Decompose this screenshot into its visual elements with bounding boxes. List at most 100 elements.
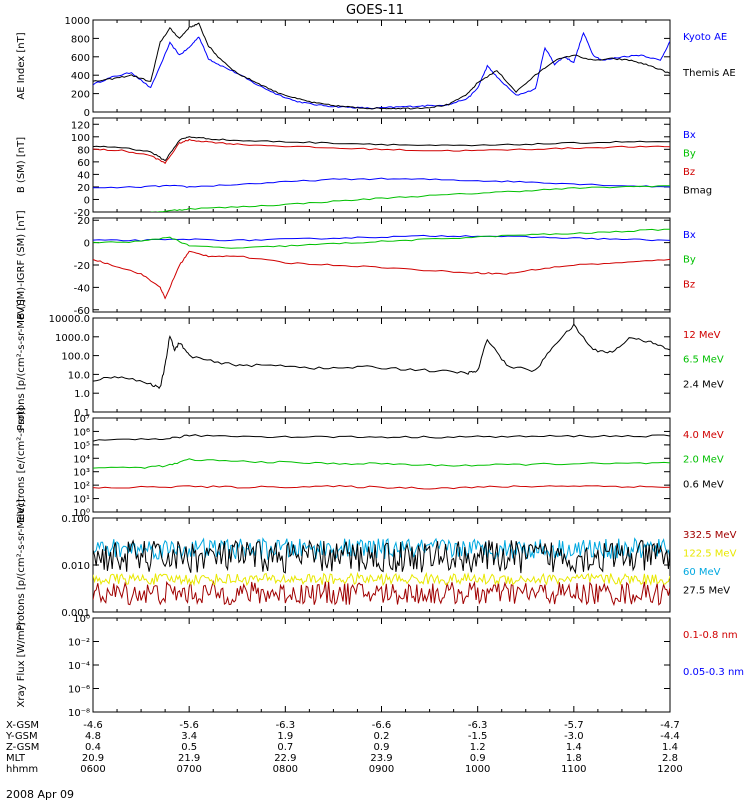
panel-frame bbox=[92, 517, 671, 613]
y-tick-label: 0.001 bbox=[61, 608, 90, 619]
series-line-by bbox=[93, 228, 670, 249]
legend-entry: Bmag bbox=[683, 186, 712, 197]
ephemeris-value: -5.6 bbox=[179, 720, 199, 731]
ephemeris-value: 0.9 bbox=[470, 753, 486, 764]
y-axis-label: Protons [p/(cm²-s-sr-MeV)] bbox=[16, 299, 27, 431]
y-tick-label: 10⁴ bbox=[73, 454, 90, 465]
panel-bdiff: -60 -40 -20 0 20 B (SM)-IGRF (SM) [nT] Bx By Bz bbox=[16, 210, 696, 319]
ephemeris-value: -4.4 bbox=[660, 731, 680, 742]
y-tick-label: 10⁰ bbox=[73, 508, 90, 519]
y-tick-label: 0.010 bbox=[61, 561, 90, 572]
legend-entry: 0.1-0.8 nm bbox=[683, 630, 738, 641]
y-tick-label: -60 bbox=[74, 306, 90, 317]
y-axis-label: B (SM)-IGRF (SM) [nT] bbox=[16, 210, 27, 319]
series-line-122-5-mev bbox=[93, 571, 670, 587]
ephemeris-value: 20.9 bbox=[82, 753, 104, 764]
series-line-kyoto-ae bbox=[93, 31, 670, 110]
y-tick-label: 10⁵ bbox=[73, 441, 90, 452]
y-tick-label: 0 bbox=[84, 108, 90, 119]
legend-entry: Bx bbox=[683, 130, 696, 141]
ephemeris-value: 0.2 bbox=[374, 731, 390, 742]
panel-electrons: 10⁰ 10¹ 10² 10³ 10⁴ 10⁵ 10⁶ 10⁷ Electrons [e/(cm… bbox=[16, 407, 724, 523]
series-line-bmag bbox=[93, 136, 670, 162]
legend-entry: Bz bbox=[683, 167, 695, 178]
legend-entry: 12 MeV bbox=[683, 330, 721, 341]
y-tick-label: 80 bbox=[77, 145, 90, 156]
series-line-bx bbox=[93, 177, 670, 189]
legend-entry: Kyoto AE bbox=[683, 32, 727, 43]
y-tick-label: 200 bbox=[71, 90, 90, 101]
ephemeris-value: 1000 bbox=[465, 764, 490, 775]
ephemeris-value: -6.3 bbox=[468, 720, 488, 731]
legend-entry: 6.5 MeV bbox=[683, 355, 724, 366]
series-line-bz bbox=[93, 250, 670, 300]
ephemeris-value: 1.8 bbox=[566, 753, 582, 764]
y-tick-label: 600 bbox=[71, 53, 90, 64]
y-tick-label: 0.100 bbox=[61, 514, 90, 525]
y-axis-label: Electrons [e/(cm²-s-sr)] bbox=[16, 407, 27, 523]
panel-xray: 10⁻⁸ 10⁻⁶ 10⁻⁴ 10⁻² 10⁰ Xray Flux [W/m²] 0.1-0… bbox=[16, 614, 744, 719]
ephemeris-value: 3.4 bbox=[181, 731, 197, 742]
series-line-by bbox=[150, 185, 670, 212]
y-tick-label: 100 bbox=[71, 133, 90, 144]
legend-entry: By bbox=[683, 149, 696, 160]
y-tick-label: 10⁶ bbox=[73, 427, 90, 438]
series-line-2-4-mev bbox=[93, 323, 670, 390]
ephemeris-value: -6.3 bbox=[276, 720, 296, 731]
ephemeris-value: 0.4 bbox=[85, 742, 101, 753]
y-tick-label: 1000 bbox=[65, 16, 90, 27]
legend-entry: 122.5 MeV bbox=[683, 549, 737, 560]
ephemeris-value: 21.9 bbox=[178, 753, 200, 764]
ephemeris-value: 0800 bbox=[273, 764, 298, 775]
ephemeris-value: 1.4 bbox=[566, 742, 582, 753]
figure-title: GOES-11 bbox=[346, 3, 404, 18]
ephemeris-row-label: hhmm bbox=[6, 764, 38, 775]
series-group bbox=[93, 136, 670, 212]
y-tick-label: 10² bbox=[73, 481, 90, 492]
y-tick-label: 400 bbox=[71, 71, 90, 82]
legend-entry: By bbox=[683, 255, 696, 266]
y-tick-label: -20 bbox=[74, 208, 90, 219]
y-tick-label: -20 bbox=[74, 261, 90, 272]
legend-entry: Bz bbox=[683, 279, 695, 290]
y-tick-label: 10⁻² bbox=[68, 638, 90, 649]
y-tick-label: 10³ bbox=[73, 468, 90, 479]
y-axis-label: Xray Flux [W/m²] bbox=[16, 622, 27, 707]
ephemeris-value: -4.6 bbox=[83, 720, 103, 731]
legend-entry: 60 MeV bbox=[683, 567, 721, 578]
ephemeris-value: 0.5 bbox=[181, 742, 197, 753]
legend-entry: 332.5 MeV bbox=[683, 530, 737, 541]
ephemeris-value: 2.8 bbox=[662, 753, 678, 764]
series-group bbox=[93, 434, 670, 490]
ephemeris-value: 0.9 bbox=[374, 742, 390, 753]
series-line-2-0-mev bbox=[93, 458, 670, 469]
legend-entry: 4.0 MeV bbox=[683, 430, 724, 441]
y-tick-label: 10⁻⁴ bbox=[68, 661, 90, 672]
legend-entry: Bx bbox=[683, 230, 696, 241]
ephemeris-value: 1.2 bbox=[470, 742, 486, 753]
legend-entry: 2.4 MeV bbox=[683, 379, 724, 390]
ephemeris-value: -1.5 bbox=[468, 731, 488, 742]
y-tick-label: 120 bbox=[71, 120, 90, 131]
y-tick-label: 40 bbox=[77, 170, 90, 181]
ephemeris-value: 1.4 bbox=[662, 742, 678, 753]
y-tick-label: 10¹ bbox=[73, 495, 90, 506]
series-group bbox=[93, 323, 670, 390]
ephemeris-value: 1100 bbox=[561, 764, 586, 775]
y-axis-label: AE Index [nT] bbox=[16, 32, 27, 99]
y-tick-label: 60 bbox=[77, 158, 90, 169]
y-axis-label: B (SM) [nT] bbox=[16, 137, 27, 193]
series-line-themis-ae bbox=[93, 22, 670, 110]
series-group bbox=[93, 22, 670, 110]
panel-frame bbox=[92, 617, 671, 713]
legend-entry: Themis AE bbox=[682, 68, 736, 79]
legend-entry: 0.05-0.3 nm bbox=[683, 667, 744, 678]
series-group bbox=[93, 228, 670, 300]
series-line-bz bbox=[93, 138, 670, 165]
ephemeris-value: 1200 bbox=[657, 764, 682, 775]
ephemeris-value: 1.9 bbox=[277, 731, 293, 742]
ephemeris-value: 0600 bbox=[80, 764, 105, 775]
